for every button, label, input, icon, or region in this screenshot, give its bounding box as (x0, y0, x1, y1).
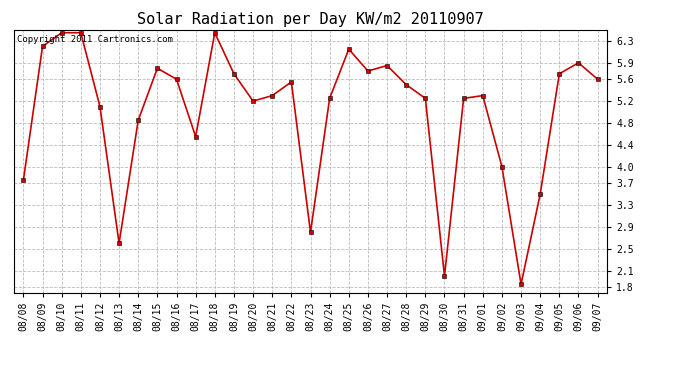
Text: Copyright 2011 Cartronics.com: Copyright 2011 Cartronics.com (17, 35, 172, 44)
Title: Solar Radiation per Day KW/m2 20110907: Solar Radiation per Day KW/m2 20110907 (137, 12, 484, 27)
